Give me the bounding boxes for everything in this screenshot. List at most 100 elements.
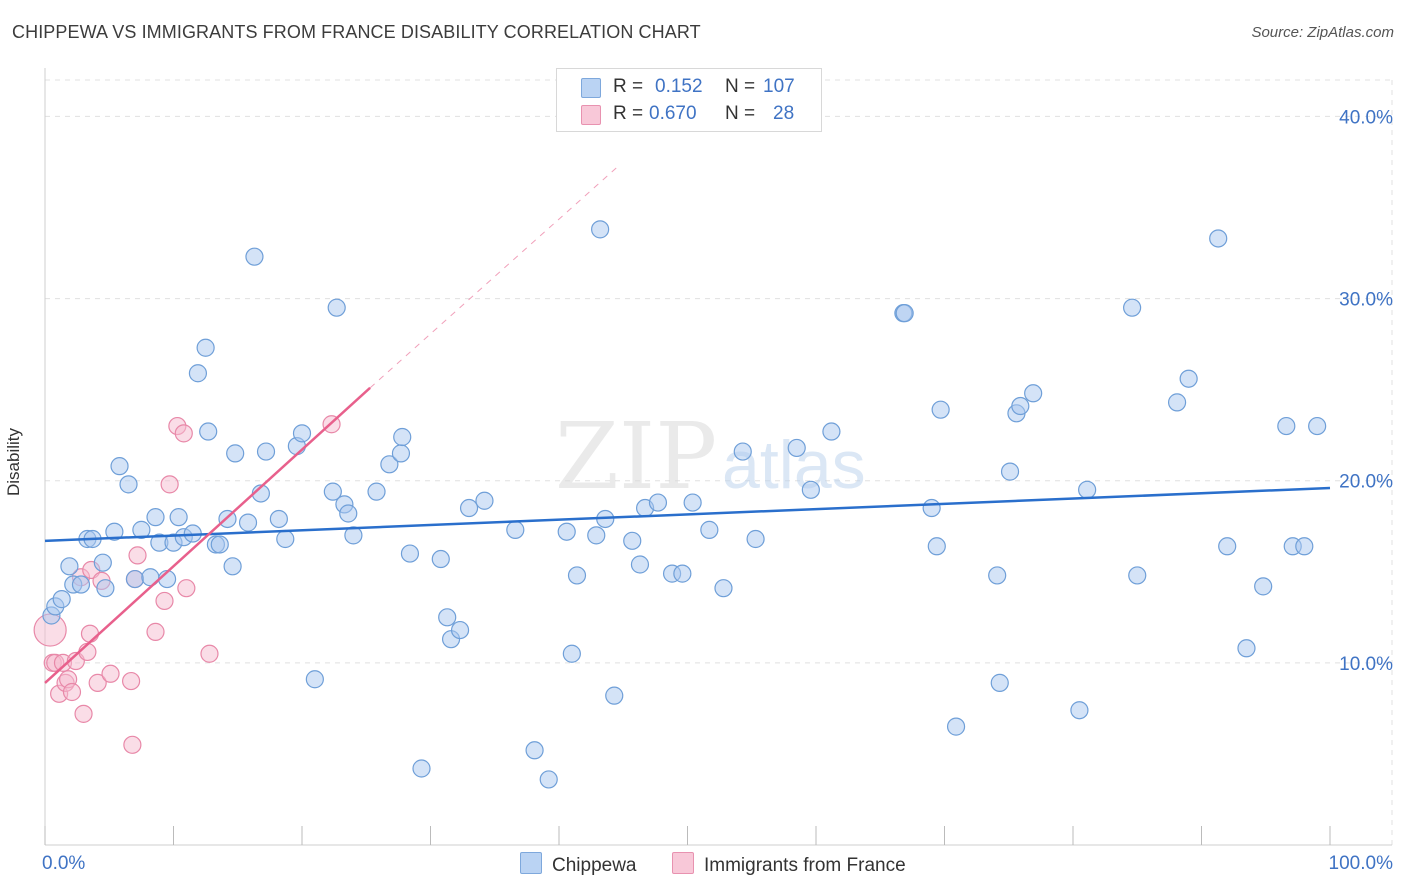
chippewa-point [931,400,950,419]
france-point [155,591,174,611]
chippewa-point [305,670,324,689]
chippewa-point [927,537,946,556]
chippewa-point [623,531,642,550]
chippewa-point [1277,416,1296,436]
chippewa-point [110,457,129,476]
france-point [200,644,219,663]
legend-r-value: 0.670 [649,103,697,124]
chippewa-point [367,482,386,501]
bottom-legend-label: Chippewa [552,855,637,876]
chippewa-point [1209,229,1228,248]
chippewa-point [105,522,124,541]
france-point [74,704,93,723]
bottom-swatch-france [672,852,694,874]
chippewa-point [1128,566,1147,585]
chippewa-point [475,491,494,510]
chippewa-point [1070,701,1089,720]
chippewa-point [801,480,820,499]
legend-r-label: R = [613,76,644,97]
france-point [80,624,100,643]
bottom-legend-chippewa: Chippewa [520,852,637,877]
france-trend-extension [369,167,618,389]
chippewa-point [683,493,702,512]
x-tick-label: 0.0% [42,853,85,874]
chippewa-point [1167,393,1187,412]
watermark-atlas: atlas [722,427,866,503]
france-trend-line [44,386,371,684]
chippewa-point [700,520,719,539]
chippewa-point [323,482,342,501]
watermark: ZIP atlas [555,403,866,510]
x-tick-label: 100.0% [1329,853,1394,874]
chippewa-point [93,553,112,572]
chippewa-point [380,455,399,474]
chippewa-point [1000,462,1020,481]
chippewa-point [587,526,606,545]
chippewa-point [591,220,610,239]
chippewa-point [146,508,165,527]
chippewa-point [450,620,470,640]
chippewa-point [733,442,752,461]
chippewa-point [1011,396,1030,416]
chippewa-point [412,759,431,778]
chippewa-point [52,590,71,609]
chippewa-point [605,686,624,705]
chippewa-point [339,504,358,523]
bottom-legend-label: Immigrants from France [704,855,906,876]
correlation-legend: R = 0.152 N = 107 R = 0.670 N = 28 [556,68,822,132]
chippewa-point [438,608,457,627]
legend-swatch-chippewa [581,78,601,98]
chippewa-point [746,529,765,549]
chippewa-point [276,529,295,549]
chippewa-point [327,298,346,317]
legend-r-value: 0.152 [655,76,703,97]
axes [44,68,1392,846]
chippewa-point [199,422,218,441]
chippewa-point [567,566,587,585]
legend-n-value: 28 [773,103,795,124]
chippewa-point [714,579,733,598]
chippewa-point [245,247,264,266]
chippewa-point [562,644,581,663]
chippewa-point [96,579,115,598]
france-point [177,579,196,598]
chippewa-point [506,520,525,539]
chippewa-point [990,673,1009,692]
chippewa-point [1024,384,1043,403]
legend-swatch-france [581,105,601,125]
chippewa-point [1078,480,1097,499]
chippewa-point [459,498,479,518]
france-point [128,546,147,565]
france-point [101,664,120,683]
chippewa-point [946,717,966,736]
chippewa-point [223,557,242,576]
chippewa-point [922,498,941,518]
chippewa-point [256,442,276,461]
chippewa-point [525,741,544,760]
series-immigrants-from-france [33,415,341,754]
chippewa-point [1179,369,1198,388]
grid-lines [45,79,1393,845]
chippewa-point [648,493,668,512]
chippewa-point [1123,298,1142,317]
chippewa-point [269,509,288,529]
chippewa-point [1254,577,1273,596]
chippewa-point [169,508,188,527]
chippewa-point [557,522,576,541]
chippewa-point [391,444,411,463]
chippewa-point [1295,537,1314,556]
source-label: Source: ZipAtlas.com [1251,24,1394,41]
chippewa-point [393,427,412,447]
chippewa-point [630,555,650,574]
chippewa-point [431,549,450,569]
y-tick-label: 30.0% [1339,290,1393,311]
chippewa-point [400,544,420,563]
france-point [62,682,82,702]
chippewa-point [787,438,806,458]
france-point [174,424,193,443]
chippewa-point [119,475,138,494]
legend-n-label: N = [725,103,756,124]
chippewa-point [60,557,79,576]
chippewa-point [539,770,558,789]
